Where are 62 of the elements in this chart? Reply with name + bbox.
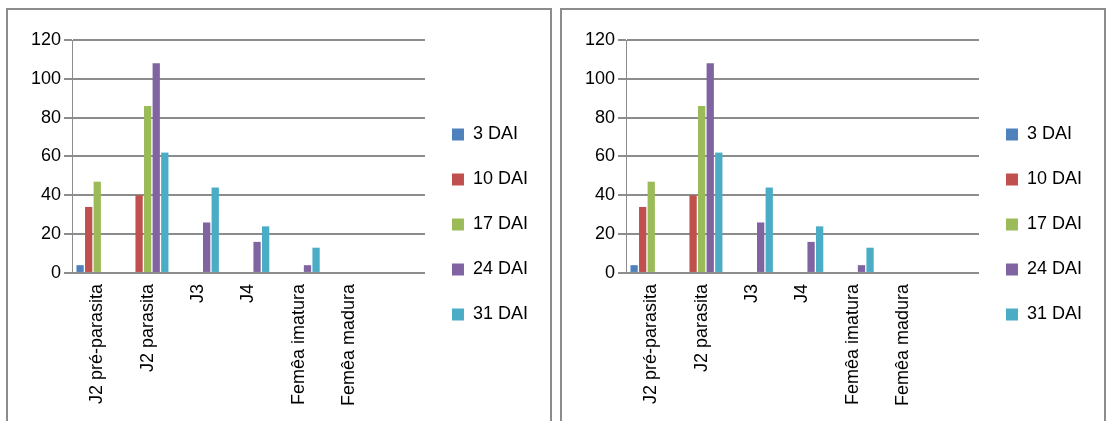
bar xyxy=(757,222,765,272)
bar xyxy=(93,181,101,272)
bar xyxy=(135,195,143,272)
y-tick-label: 40 xyxy=(41,184,62,205)
x-tick-label: J2 pré-parasita xyxy=(640,282,661,405)
bar xyxy=(639,206,647,272)
x-tick-label: J3 xyxy=(741,283,762,303)
legend-label: 17 DAI xyxy=(1026,213,1082,234)
bar xyxy=(262,226,270,272)
bar xyxy=(76,265,84,272)
y-tick-label: 20 xyxy=(41,223,62,244)
bar xyxy=(85,206,93,272)
y-tick-label: 0 xyxy=(605,261,616,282)
x-tick-label: J4 xyxy=(237,283,258,303)
bar xyxy=(253,241,261,272)
bar xyxy=(312,247,320,272)
bar xyxy=(689,195,697,272)
bar xyxy=(706,63,714,272)
bar xyxy=(857,265,866,272)
x-tick-label: J2 parasita xyxy=(690,282,711,373)
bar xyxy=(816,226,824,272)
y-tick-label: 80 xyxy=(41,106,62,127)
y-tick-label: 80 xyxy=(595,106,616,127)
y-tick-label: 120 xyxy=(584,28,616,49)
y-tick-label: 60 xyxy=(595,145,616,166)
bar xyxy=(161,152,169,272)
y-tick-label: 100 xyxy=(30,67,62,88)
x-tick-label: Femêa madura xyxy=(892,282,913,407)
bar xyxy=(715,152,723,272)
y-tick-label: 60 xyxy=(41,145,62,166)
bar xyxy=(765,187,773,272)
y-tick-label: 100 xyxy=(584,67,616,88)
legend-label: 3 DAI xyxy=(1026,123,1072,144)
bar xyxy=(211,187,219,272)
y-tick-label: 40 xyxy=(595,184,616,205)
bar xyxy=(203,222,211,272)
y-tick-label: 120 xyxy=(30,28,62,49)
bar xyxy=(698,106,706,272)
y-tick-label: 20 xyxy=(595,223,616,244)
x-tick-label: Femêa madura xyxy=(338,282,359,407)
bar xyxy=(303,265,312,272)
x-tick-label: J3 xyxy=(187,283,208,303)
x-tick-label: Femêa imatura xyxy=(841,282,862,405)
legend-label: 10 DAI xyxy=(1026,168,1082,189)
legend-label: 31 DAI xyxy=(1026,303,1082,324)
y-tick-label: 0 xyxy=(51,261,62,282)
bar xyxy=(152,63,160,272)
legend-label: 24 DAI xyxy=(472,258,528,279)
x-tick-label: J2 parasita xyxy=(136,282,157,373)
x-tick-label: J4 xyxy=(791,283,812,303)
legend-label: 10 DAI xyxy=(472,168,528,189)
legend-label: 3 DAI xyxy=(472,123,518,144)
legend-label: 24 DAI xyxy=(1026,258,1082,279)
x-tick-label: Femêa imatura xyxy=(287,282,308,405)
bar xyxy=(866,247,874,272)
bar xyxy=(630,265,638,272)
bar xyxy=(144,106,152,272)
bar xyxy=(647,181,655,272)
bar xyxy=(807,241,815,272)
legend-label: 31 DAI xyxy=(472,303,528,324)
legend-label: 17 DAI xyxy=(472,213,528,234)
x-tick-label: J2 pré-parasita xyxy=(86,282,107,405)
